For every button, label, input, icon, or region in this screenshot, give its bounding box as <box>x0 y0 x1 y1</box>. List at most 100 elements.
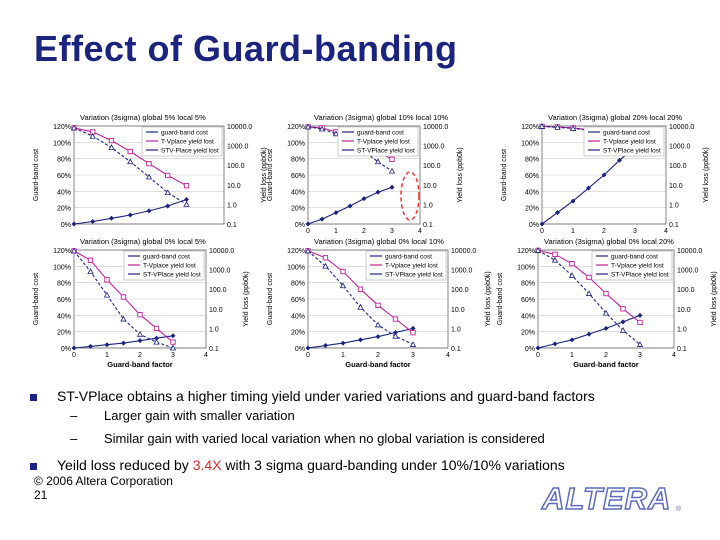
x-tick-label: 1 <box>341 352 345 359</box>
y2-tick-label: 1000.0 <box>677 268 699 275</box>
data-point <box>88 343 93 349</box>
data-point <box>361 196 367 202</box>
y2-tick-label: 10.0 <box>669 183 683 190</box>
y2-tick-label: 1.0 <box>669 202 679 209</box>
data-point <box>87 268 94 274</box>
chart-grid: 0%20%40%60%80%100%120%0.11.010.0100.0100… <box>33 113 718 369</box>
y-tick-label: 60% <box>291 173 305 180</box>
bullet-1: ST-VPlace obtains a higher timing yield … <box>30 388 595 404</box>
data-point <box>322 262 329 269</box>
y-tick-label: 0% <box>529 222 539 229</box>
data-point <box>535 345 541 351</box>
dash-icon: – <box>70 408 78 423</box>
legend-entry: guard-band cost <box>161 130 208 137</box>
data-point <box>304 123 312 130</box>
y2-tick-label: 100.0 <box>209 287 227 294</box>
x-tick-label: 3 <box>171 352 175 359</box>
y-tick-label: 0% <box>61 346 71 353</box>
bullet-2-highlight: 3.4X <box>192 457 222 473</box>
x-tick-label: 0 <box>72 352 76 359</box>
data-point <box>304 247 312 254</box>
dash-icon: – <box>70 431 78 446</box>
data-point <box>153 325 160 332</box>
data-point <box>120 294 127 300</box>
data-point <box>164 189 171 195</box>
y-tick-label: 40% <box>57 313 71 320</box>
data-point <box>357 286 364 292</box>
y-tick-label: 120% <box>53 124 71 131</box>
y-tick-label: 0% <box>295 222 305 229</box>
y-tick-label: 60% <box>525 173 539 180</box>
x-tick-label: 4 <box>204 352 208 359</box>
y2-tick-label: 100.0 <box>423 163 441 170</box>
data-point <box>552 251 558 257</box>
chart-title: Variation (3sigma) global 0% local 20% <box>544 237 674 246</box>
data-point <box>170 339 176 345</box>
data-point <box>70 247 78 254</box>
data-point <box>71 345 77 351</box>
y-tick-label: 100% <box>287 264 305 271</box>
legend-entry: T-Vplace yield lost <box>603 139 656 146</box>
y-tick-label: 20% <box>291 330 305 337</box>
y-tick-label: 120% <box>517 248 535 255</box>
plot-frame <box>541 125 667 225</box>
legend-entry: guard-band cost <box>385 254 432 261</box>
y2-tick-label: 1.0 <box>227 202 237 209</box>
data-point <box>104 277 110 283</box>
y-tick-label: 120% <box>287 248 305 255</box>
y2-tick-label: 10000.0 <box>669 124 694 131</box>
y-axis-label: Guard-band cost <box>267 149 274 201</box>
y-axis-label: Guard-band cost <box>33 149 40 201</box>
y-axis-label: Guard-band cost <box>267 273 274 325</box>
data-point <box>340 340 346 346</box>
data-point <box>389 184 395 190</box>
sub-bullet-1: – Larger gain with smaller variation <box>70 408 295 423</box>
x-tick-label: 1 <box>571 228 575 235</box>
data-point <box>120 315 127 322</box>
legend-entry: T-Vplace yield lost <box>611 263 664 270</box>
x-tick-label: 2 <box>376 352 380 359</box>
x-tick-label: 2 <box>604 352 608 359</box>
data-point <box>637 319 643 326</box>
y2-tick-label: 100.0 <box>227 163 245 170</box>
data-point <box>154 335 159 341</box>
data-point <box>374 321 382 328</box>
y-tick-label: 0% <box>61 222 71 229</box>
data-point <box>637 312 643 318</box>
y2-tick-label: 1.0 <box>451 326 461 333</box>
data-point <box>410 325 416 331</box>
data-point <box>569 125 577 131</box>
data-point <box>389 156 395 162</box>
copyright: © 2006 Altera Corporation <box>34 474 173 488</box>
sub-bullet-2: – Similar gain with varied local variatio… <box>70 431 545 446</box>
data-point <box>70 124 78 131</box>
data-point <box>538 123 546 129</box>
data-point <box>552 341 558 347</box>
data-point <box>184 197 189 202</box>
y-tick-label: 0% <box>525 346 535 353</box>
data-point <box>374 158 382 165</box>
x-tick-label: 0 <box>306 228 310 235</box>
data-point <box>108 137 115 144</box>
data-point <box>165 203 171 209</box>
data-point <box>358 337 363 343</box>
y2-tick-label: 10.0 <box>423 183 437 190</box>
data-point <box>183 201 190 207</box>
x-tick-label: 2 <box>602 228 606 235</box>
y-tick-label: 40% <box>57 189 71 196</box>
data-point <box>333 210 339 216</box>
plot-frame <box>73 125 225 225</box>
data-point <box>121 340 126 346</box>
y-tick-label: 120% <box>521 124 539 131</box>
highlight-oval <box>400 171 420 221</box>
y2-tick-label: 10.0 <box>209 307 223 314</box>
y-tick-label: 20% <box>57 206 71 213</box>
x-tick-label: 4 <box>672 352 676 359</box>
data-point <box>318 125 326 132</box>
data-point <box>322 255 329 261</box>
y-tick-label: 20% <box>57 330 71 337</box>
data-point <box>375 302 381 308</box>
y-tick-label: 40% <box>291 189 305 196</box>
data-point <box>375 189 381 195</box>
y2-tick-label: 1.0 <box>423 202 433 209</box>
